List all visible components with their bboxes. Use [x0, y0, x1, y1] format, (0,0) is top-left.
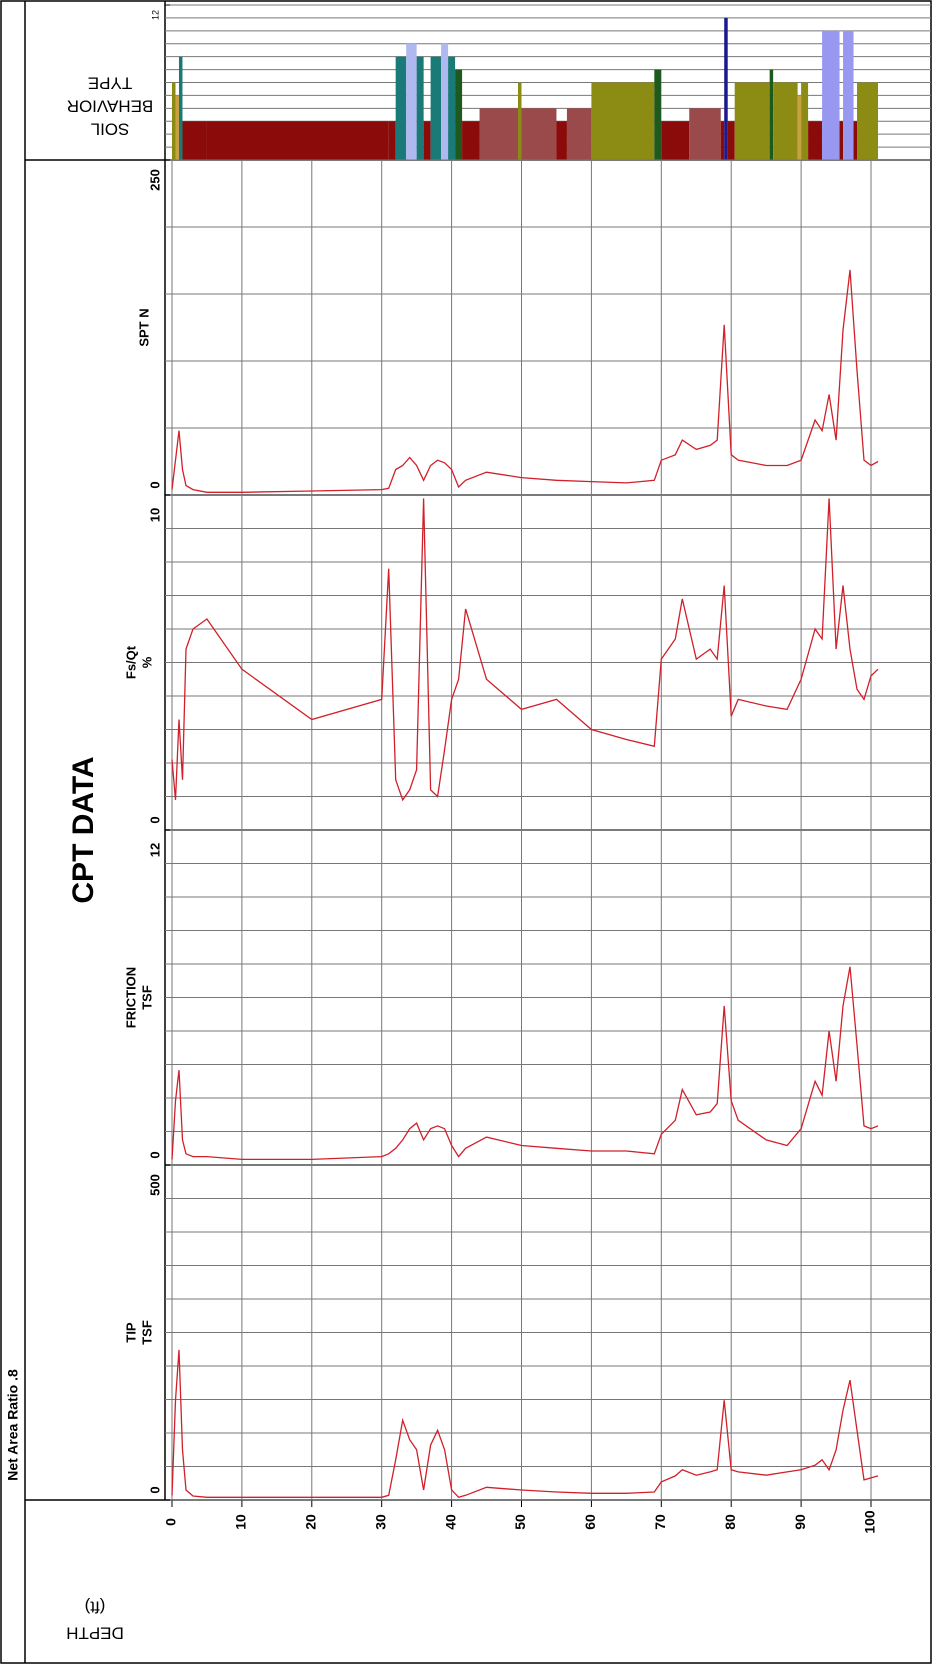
y-tick-label: 0	[147, 816, 162, 823]
y-tick-label: 0	[147, 481, 162, 488]
depth-tick-label: 90	[792, 1514, 808, 1530]
depth-label: DEPTH	[66, 1624, 124, 1643]
soil-bar	[416, 56, 424, 160]
depth-label: (ft)	[85, 1598, 106, 1617]
depth-tick-label: 10	[233, 1514, 249, 1530]
soil-bar	[769, 69, 774, 160]
soil-bar	[808, 121, 823, 160]
soil-bar	[388, 121, 396, 160]
soil-bar	[462, 121, 480, 160]
track-label: FRICTION	[123, 967, 138, 1028]
y-tick-label: 250	[147, 169, 162, 191]
soil-bar	[206, 121, 389, 160]
y-tick-label: 12	[147, 843, 162, 857]
y-tick-label: 10	[147, 508, 162, 522]
soil-bar	[727, 121, 735, 160]
depth-tick-label: 40	[442, 1514, 458, 1530]
soil-bar	[406, 43, 417, 160]
soil-bar	[518, 82, 522, 160]
soil-bar	[689, 108, 721, 160]
track-label: Fs/Qt	[123, 645, 138, 679]
track-label: TSF	[139, 1320, 154, 1345]
depth-tick-label: 80	[722, 1514, 738, 1530]
soil-bar	[171, 82, 176, 160]
data-line	[171, 498, 879, 802]
data-line	[171, 1349, 879, 1499]
soil-bar	[654, 69, 662, 160]
soil-bar	[556, 121, 567, 160]
soil-bar	[479, 108, 519, 160]
data-line	[171, 269, 879, 493]
soil-bar	[797, 95, 802, 160]
depth-tick-label: 50	[512, 1514, 528, 1530]
y-tick-label: 12	[150, 10, 160, 20]
soil-bar	[566, 108, 592, 160]
soil-bar	[720, 121, 725, 160]
track-label: TSF	[139, 985, 154, 1010]
soil-bar	[175, 95, 179, 160]
data-line	[171, 966, 879, 1161]
soil-bar	[455, 69, 463, 160]
track-label: TIP	[123, 1322, 138, 1343]
y-tick-label: 500	[147, 1174, 162, 1196]
soil-bar	[724, 17, 728, 160]
depth-tick-label: 70	[652, 1514, 668, 1530]
y-tick-label: 0	[147, 1486, 162, 1493]
soil-bar	[801, 82, 809, 160]
soil-bar	[423, 121, 431, 160]
track-label: SPT N	[136, 308, 151, 346]
soil-bar	[441, 43, 449, 160]
soil-bar	[734, 82, 770, 160]
track-label: %	[139, 656, 154, 668]
soil-bar	[773, 82, 798, 160]
track-label: TYPE	[88, 74, 132, 93]
soil-bar	[843, 30, 854, 161]
depth-tick-label: 0	[163, 1518, 179, 1526]
soil-bar	[521, 108, 557, 160]
soil-bar	[591, 82, 655, 160]
soil-bar	[395, 56, 407, 160]
soil-bar	[857, 82, 878, 160]
title: CPT DATA	[67, 756, 100, 903]
y-tick-label: 0	[147, 1151, 162, 1158]
depth-tick-label: 100	[862, 1510, 878, 1534]
soil-bar	[182, 121, 207, 160]
soil-bar	[430, 56, 442, 160]
track-label: SOIL	[91, 120, 130, 139]
depth-tick-label: 20	[302, 1514, 318, 1530]
soil-bar	[839, 121, 844, 160]
soil-bar	[853, 121, 858, 160]
soil-bar	[448, 56, 456, 160]
soil-bar	[822, 30, 840, 161]
track-label: BEHAVIOR	[67, 97, 154, 116]
depth-tick-label: 30	[372, 1514, 388, 1530]
note: Net Area Ratio .8	[5, 1369, 21, 1481]
soil-bar	[178, 56, 183, 160]
depth-tick-label: 60	[582, 1514, 598, 1530]
soil-bar	[661, 121, 690, 160]
